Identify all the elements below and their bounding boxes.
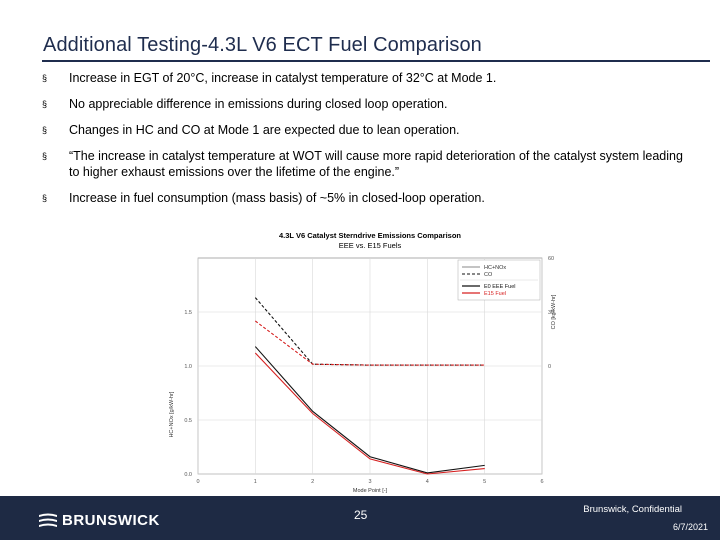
y-right-tick-label: 60 bbox=[548, 256, 554, 262]
bullet-marker: § bbox=[42, 99, 48, 109]
bullet-marker: § bbox=[42, 193, 48, 203]
page-number: 25 bbox=[354, 508, 368, 522]
bullet-marker: § bbox=[42, 151, 48, 161]
bullet-item: § “The increase in catalyst temperature a… bbox=[40, 148, 690, 180]
x-tick-label: 5 bbox=[483, 479, 486, 485]
chart-title: 4.3L V6 Catalyst Sterndrive Emissions Co… bbox=[279, 231, 461, 240]
y-left-tick-label: 1.5 bbox=[184, 310, 192, 316]
x-tick-label: 3 bbox=[368, 479, 371, 485]
title-underline bbox=[42, 60, 710, 62]
confidential-label: Brunswick, Confidential bbox=[583, 504, 682, 515]
y-left-tick-label: 0.0 bbox=[184, 472, 192, 478]
y-left-tick-label: 1.0 bbox=[184, 364, 192, 370]
y-right-axis-label: CO [kg/kW-hr] bbox=[551, 294, 557, 329]
legend-label: E15 Fuel bbox=[484, 291, 506, 297]
emissions-chart: 4.3L V6 Catalyst Sterndrive Emissions Co… bbox=[169, 231, 557, 494]
bullet-text: “The increase in catalyst temperature at… bbox=[69, 149, 683, 179]
x-axis-label: Mode Point [-] bbox=[353, 488, 388, 494]
series-line bbox=[254, 352, 485, 475]
y-right-tick-label: 0 bbox=[548, 364, 551, 370]
bullet-item: § Increase in EGT of 20°C, increase in ca… bbox=[40, 70, 690, 86]
bullet-item: § No appreciable difference in emissions … bbox=[40, 96, 690, 112]
x-tick-label: 4 bbox=[426, 479, 429, 485]
brunswick-logo-icon bbox=[39, 513, 57, 527]
series-line bbox=[255, 320, 485, 366]
bullet-text: No appreciable difference in emissions d… bbox=[69, 97, 448, 111]
footer-date: 6/7/2021 bbox=[672, 522, 708, 532]
slide-title: Additional Testing-4.3L V6 ECT Fuel Comp… bbox=[43, 34, 482, 56]
footer-bar: BRUNSWICK 25 Brunswick, Confidential 6/7… bbox=[0, 496, 720, 540]
y-left-axis-label: HC+NOx [g/kW-hr] bbox=[169, 391, 175, 437]
x-tick-label: 2 bbox=[311, 479, 314, 485]
bullet-marker: § bbox=[42, 73, 48, 83]
series-line bbox=[254, 346, 485, 474]
legend-label: HC+NOx bbox=[484, 265, 506, 271]
logo-text: BRUNSWICK bbox=[62, 512, 160, 529]
x-tick-label: 0 bbox=[196, 479, 199, 485]
bullet-text: Changes in HC and CO at Mode 1 are expec… bbox=[69, 123, 460, 137]
bullet-text: Increase in fuel consumption (mass basis… bbox=[69, 191, 485, 205]
x-tick-label: 6 bbox=[540, 479, 543, 485]
bullet-list: § Increase in EGT of 20°C, increase in ca… bbox=[40, 70, 690, 216]
legend-label: CO bbox=[484, 272, 493, 278]
bullet-text: Increase in EGT of 20°C, increase in cat… bbox=[69, 71, 497, 85]
bullet-item: § Increase in fuel consumption (mass basi… bbox=[40, 190, 690, 206]
x-tick-label: 1 bbox=[254, 479, 257, 485]
legend-label: E0 EEE Fuel bbox=[484, 284, 516, 290]
bullet-item: § Changes in HC and CO at Mode 1 are expe… bbox=[40, 122, 690, 138]
y-left-tick-label: 0.5 bbox=[184, 418, 192, 424]
y-right-tick-label: 30 bbox=[548, 310, 554, 316]
chart-subtitle: EEE vs. E15 Fuels bbox=[339, 241, 402, 250]
bullet-marker: § bbox=[42, 125, 48, 135]
